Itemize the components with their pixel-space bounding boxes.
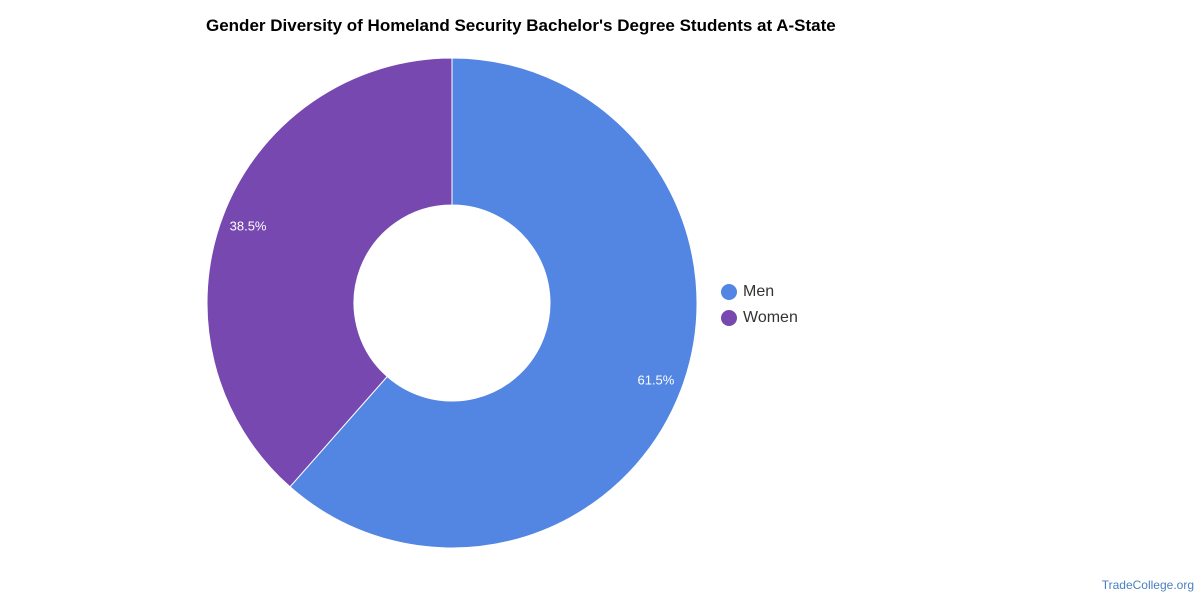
slice-women[interactable]: [206, 57, 453, 488]
legend-label-men: Men: [743, 283, 775, 300]
slice-label-men: 61.5%: [637, 373, 674, 388]
legend-swatch-men: [721, 284, 737, 300]
watermark-link[interactable]: TradeCollege.org: [1101, 578, 1194, 592]
slice-men[interactable]: [289, 57, 698, 549]
legend-swatch-women: [721, 310, 737, 326]
chart-title: Gender Diversity of Homeland Security Ba…: [206, 16, 836, 35]
legend-item-men[interactable]: Men: [721, 279, 798, 305]
legend-item-women[interactable]: Women: [721, 305, 798, 331]
slice-label-women: 38.5%: [230, 218, 267, 233]
legend: Men Women: [721, 279, 798, 331]
legend-label-women: Women: [743, 309, 798, 326]
